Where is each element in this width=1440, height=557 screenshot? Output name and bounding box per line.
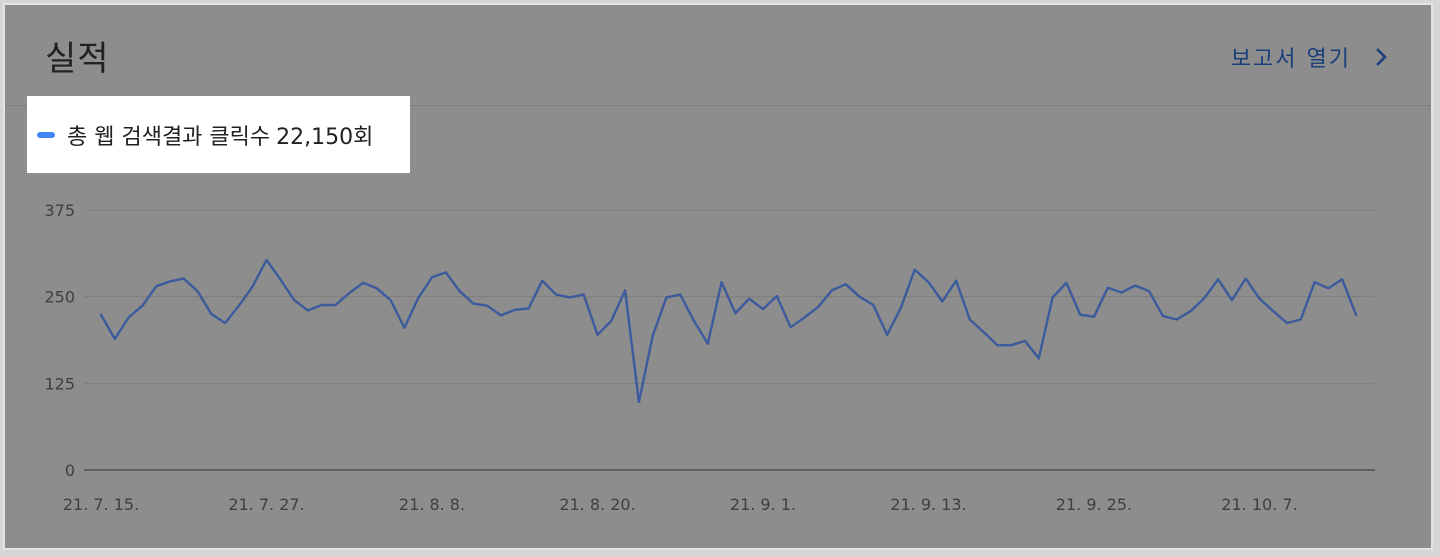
x-tick-label: 21. 7. 15. bbox=[63, 495, 139, 514]
chevron-right-icon bbox=[1376, 48, 1387, 66]
clicks-line-chart: 0 125 250 375 21. 7. 15. 21. 7. 27. 21. 8. 8. 2… bbox=[44, 201, 1375, 514]
x-tick-label: 21. 10. 7. bbox=[1221, 495, 1297, 514]
card-header: 실적 보고서 열기 bbox=[5, 5, 1431, 106]
x-tick-label: 21. 9. 1. bbox=[730, 495, 796, 514]
performance-card: 실적 보고서 열기 0 125 250 375 21. 7. 15. 21. 7. 27.… bbox=[3, 3, 1433, 550]
series-line bbox=[99, 258, 1358, 404]
card-title: 실적 bbox=[45, 39, 110, 79]
x-tick-label: 21. 9. 25. bbox=[1056, 495, 1132, 514]
legend-total-clicks[interactable]: 총 웹 검색결과 클릭수 22,150회 bbox=[27, 96, 410, 173]
x-tick-label: 21. 7. 27. bbox=[228, 495, 304, 514]
x-tick-label: 21. 9. 13. bbox=[890, 495, 966, 514]
y-tick-label: 0 bbox=[65, 461, 75, 480]
legend-value: 22,150회 bbox=[276, 124, 374, 150]
y-tick-label: 250 bbox=[44, 288, 75, 307]
legend-label: 총 웹 검색결과 클릭수 bbox=[67, 124, 271, 150]
y-tick-label: 375 bbox=[44, 201, 75, 220]
y-tick-label: 125 bbox=[44, 374, 75, 393]
x-tick-label: 21. 8. 8. bbox=[399, 495, 465, 514]
x-tick-label: 21. 8. 20. bbox=[559, 495, 635, 514]
open-report-label: 보고서 열기 bbox=[1230, 47, 1351, 72]
legend-swatch bbox=[37, 131, 55, 138]
open-report-link[interactable]: 보고서 열기 bbox=[1231, 41, 1393, 73]
